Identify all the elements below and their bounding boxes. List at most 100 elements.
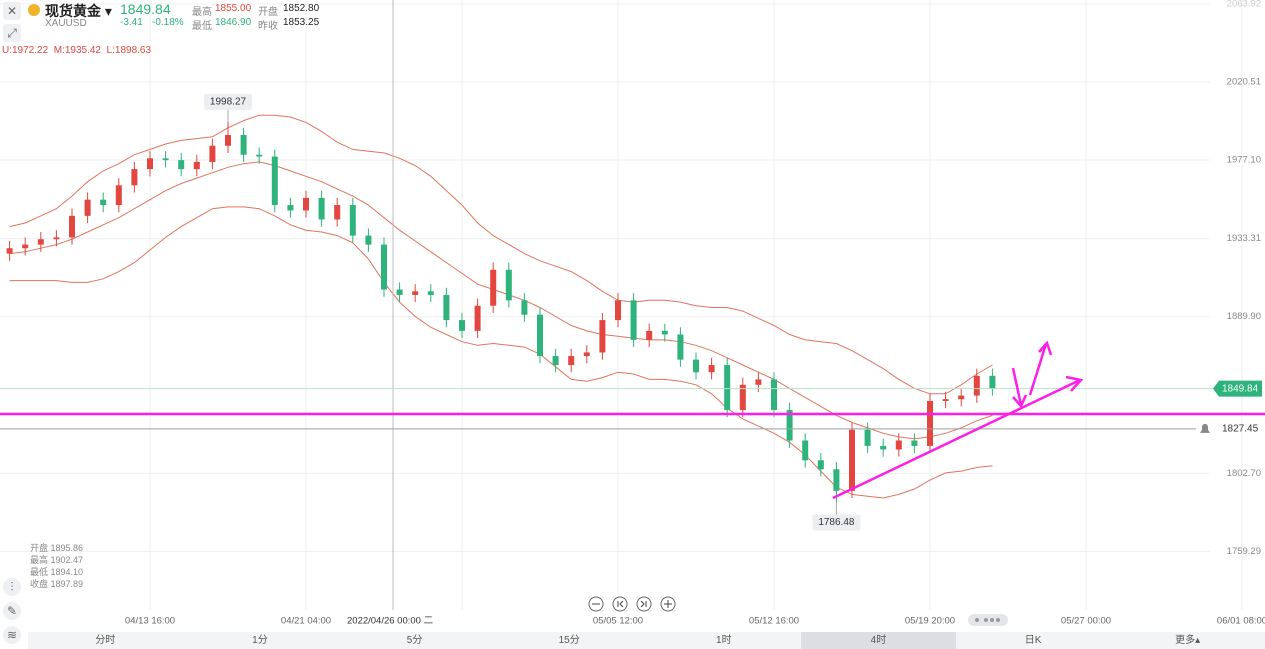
crosshair-label: 2022/04/26 00:00 二 bbox=[347, 616, 433, 627]
candle-body bbox=[287, 205, 294, 211]
last-price-label: 1849.84 bbox=[1222, 383, 1259, 394]
candle-body bbox=[100, 199, 107, 206]
y-tick-label: 1802.70 bbox=[1227, 468, 1261, 479]
candle-body bbox=[193, 161, 200, 170]
candle-body bbox=[162, 158, 169, 161]
period-tab[interactable]: 5分 bbox=[406, 635, 423, 646]
gold-icon bbox=[28, 4, 40, 16]
candle-body bbox=[849, 429, 855, 491]
close-button[interactable]: ✕ bbox=[3, 2, 21, 20]
stat-label: 最高 bbox=[192, 7, 212, 18]
nav-icons bbox=[592, 600, 672, 608]
candle-body bbox=[474, 305, 481, 331]
y-tick-label: 1759.29 bbox=[1227, 546, 1261, 557]
drawn-trend-line bbox=[832, 378, 1081, 500]
x-tick-label: 04/13 16:00 bbox=[125, 616, 175, 627]
ohlc-info: 开盘 1895.86 最高 1902.47 最低 1894.10 收盘 1897.89 bbox=[30, 542, 83, 590]
candle-body bbox=[256, 154, 263, 157]
drawn-arrow-down bbox=[1011, 367, 1023, 406]
y-tick-label: 1977.10 bbox=[1227, 154, 1261, 165]
candle-body bbox=[583, 352, 590, 357]
value-label: 1998.27 bbox=[210, 97, 247, 108]
candle-body bbox=[505, 269, 512, 301]
period-tab[interactable]: 分时 bbox=[95, 635, 116, 646]
candle-body bbox=[427, 291, 434, 295]
stat-label: 开盘 bbox=[258, 7, 278, 18]
plot bbox=[0, 0, 1243, 610]
drawn-arrow-up bbox=[1028, 343, 1048, 396]
period-tab[interactable]: 更多▴ bbox=[1175, 635, 1201, 646]
stat-value: 1853.25 bbox=[283, 17, 320, 28]
candle-body bbox=[880, 445, 887, 450]
candle-body bbox=[521, 300, 528, 315]
drawn-arrowhead bbox=[1038, 340, 1053, 356]
period-tab[interactable]: 15分 bbox=[558, 635, 580, 646]
indicator-button[interactable]: ⫶ bbox=[3, 578, 21, 596]
stat-value: 1846.90 bbox=[215, 17, 252, 28]
period-tabs: 分时 1分 5分 15分 1时 4时 日K 更多▴ bbox=[28, 632, 1265, 649]
stat-value: 1852.80 bbox=[283, 3, 320, 14]
info-row: 收盘 1897.89 bbox=[30, 578, 83, 590]
candle-body bbox=[115, 185, 122, 206]
boll-middle: M:1935.42 bbox=[53, 45, 101, 56]
candle-body bbox=[771, 379, 777, 410]
crosshair-label-bg bbox=[344, 613, 490, 629]
period-tab[interactable]: 1分 bbox=[252, 635, 268, 646]
band-upper bbox=[9, 114, 993, 395]
candle-body bbox=[661, 330, 668, 335]
pen-button[interactable]: ✎ bbox=[3, 602, 21, 620]
draw-tool[interactable]: ⤢ bbox=[3, 24, 21, 42]
candle-body bbox=[53, 237, 60, 240]
period-tab[interactable]: 4时 bbox=[801, 632, 956, 649]
candle-body bbox=[864, 429, 871, 446]
candle-body bbox=[271, 156, 278, 206]
stat-label: 最低 bbox=[192, 21, 212, 32]
x-tick-label: 05/27 00:00 bbox=[1061, 616, 1111, 627]
candle-body bbox=[646, 330, 653, 340]
alert-price-label: 1827.45 bbox=[1222, 424, 1259, 435]
drawn-arrowhead bbox=[1065, 375, 1084, 392]
info-label: 收盘 bbox=[30, 579, 49, 589]
candle-body bbox=[412, 291, 419, 295]
last-price: 1849.84 bbox=[120, 1, 171, 17]
candle-body bbox=[303, 197, 309, 211]
candle-body bbox=[131, 169, 138, 186]
candle-body bbox=[490, 269, 497, 306]
change-pct: -0.18% bbox=[152, 17, 184, 28]
symbol-name-text: 现货黄金 bbox=[45, 3, 101, 19]
candle-body bbox=[443, 294, 450, 321]
candle-body bbox=[37, 239, 44, 245]
candle-body bbox=[802, 440, 809, 461]
candle-body bbox=[178, 160, 185, 170]
drawn-arrowhead bbox=[1012, 394, 1028, 409]
candle-body bbox=[240, 134, 247, 155]
alert-bell bbox=[1200, 423, 1210, 433]
stat-value: 1855.00 bbox=[215, 3, 252, 14]
band-lower bbox=[9, 206, 993, 499]
candle-body bbox=[147, 158, 153, 170]
candle-body bbox=[927, 400, 933, 446]
candle-body bbox=[911, 440, 918, 446]
info-row: 开盘 1895.86 bbox=[30, 542, 83, 554]
x-tick-label: 06/01 08:00 bbox=[1217, 616, 1265, 627]
candle-body bbox=[677, 334, 684, 360]
info-value: 1894.10 bbox=[50, 567, 84, 577]
candle-body bbox=[365, 235, 372, 245]
value-label-bg bbox=[204, 93, 252, 110]
candle-body bbox=[942, 399, 949, 401]
info-row: 最低 1894.10 bbox=[30, 566, 83, 578]
period-tab[interactable]: 1时 bbox=[716, 635, 732, 646]
change: -3.41 bbox=[120, 17, 143, 28]
candle-body bbox=[615, 300, 621, 321]
period-tab[interactable]: 日K bbox=[1024, 635, 1042, 646]
y-tick-label: 2020.51 bbox=[1227, 76, 1261, 87]
x-tick-label: 04/21 04:00 bbox=[281, 616, 331, 627]
candle-body bbox=[537, 314, 543, 357]
symbol-name[interactable]: 现货黄金 ▾ bbox=[45, 3, 112, 19]
layer-button[interactable]: ≋ bbox=[3, 626, 21, 644]
y-tick-label: 2063.92 bbox=[1227, 0, 1261, 9]
candle-body bbox=[22, 244, 29, 249]
candle-body bbox=[459, 320, 465, 331]
value-label: 1786.48 bbox=[818, 517, 855, 528]
x-tick-label: 05/19 20:00 bbox=[905, 616, 955, 627]
